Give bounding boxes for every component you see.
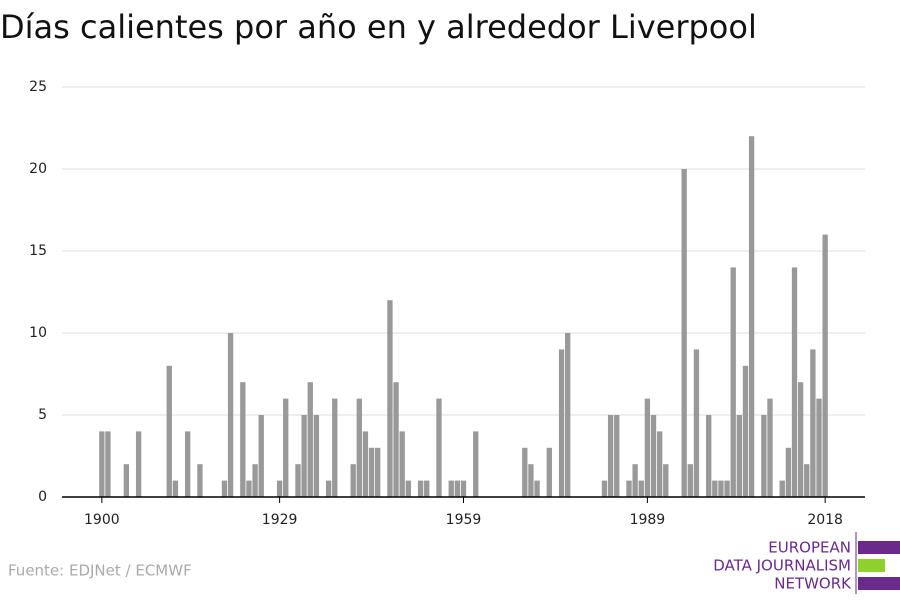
- bar: [454, 480, 461, 497]
- bar: [614, 415, 620, 497]
- bar: [822, 234, 828, 497]
- bar: [528, 464, 534, 497]
- bar: [681, 169, 687, 497]
- bar: [313, 415, 320, 497]
- y-tick-label: 0: [38, 489, 47, 505]
- x-tick-label: 2018: [807, 512, 843, 528]
- bar: [227, 333, 234, 497]
- source: Fuente: EDJNet / ECMWF: [8, 562, 192, 580]
- bar: [632, 464, 638, 497]
- bar: [448, 480, 454, 497]
- y-tick-label: 10: [29, 325, 47, 341]
- bar: [252, 464, 258, 497]
- bar: [166, 365, 172, 497]
- bar: [607, 415, 614, 497]
- bar: [748, 136, 755, 497]
- bar: [718, 480, 724, 497]
- bar: [307, 382, 313, 497]
- bar: [761, 415, 767, 497]
- logo-text: DATA JOURNALISM: [713, 557, 851, 575]
- bar: [393, 382, 399, 497]
- bar: [221, 480, 228, 497]
- bar: [626, 480, 632, 497]
- bar: [804, 464, 810, 497]
- bar: [706, 415, 712, 497]
- bar: [356, 398, 362, 497]
- bar: [693, 349, 700, 497]
- bar: [650, 415, 657, 497]
- bar: [797, 382, 804, 497]
- x-tick-label: 1900: [84, 512, 120, 528]
- bar: [810, 349, 816, 497]
- bar: [601, 480, 608, 497]
- y-tick-label: 5: [38, 407, 47, 423]
- bar: [399, 431, 405, 497]
- logo-bar: [858, 541, 900, 554]
- bar: [460, 480, 467, 497]
- bar: [325, 480, 332, 497]
- bar: [742, 365, 749, 497]
- bar: [724, 480, 730, 497]
- logo-text: NETWORK: [774, 575, 852, 593]
- bar: [712, 480, 718, 497]
- y-tick-label: 20: [29, 161, 47, 177]
- bar: [283, 398, 289, 497]
- bar: [295, 464, 301, 497]
- bar: [687, 464, 693, 497]
- bar: [301, 415, 307, 497]
- logo-bar: [858, 559, 885, 572]
- x-tick-label: 1959: [446, 512, 482, 528]
- logo-text: EUROPEAN: [768, 539, 851, 557]
- bar: [736, 415, 743, 497]
- bar: [730, 267, 736, 497]
- bar: [405, 480, 411, 497]
- bar: [197, 464, 203, 497]
- bar: [387, 300, 393, 497]
- chart-title: Días calientes por año en y alrededor Li…: [0, 8, 757, 46]
- bar: [123, 464, 130, 497]
- bar: [534, 480, 540, 497]
- logo-bar: [858, 577, 900, 590]
- bar: [565, 333, 571, 497]
- bar: [522, 447, 528, 497]
- y-tick-label: 15: [29, 243, 47, 259]
- x-tick-label: 1929: [262, 512, 298, 528]
- bar: [240, 382, 246, 497]
- bar: [350, 464, 356, 497]
- bar: [656, 431, 663, 497]
- bar: [332, 398, 338, 497]
- bar: [105, 431, 111, 497]
- bar: [816, 398, 822, 497]
- bar: [276, 480, 283, 497]
- bar: [546, 447, 552, 497]
- bar: [767, 398, 773, 497]
- bar: [135, 431, 142, 497]
- bar: [644, 398, 651, 497]
- bar: [785, 447, 792, 497]
- bar: [417, 480, 424, 497]
- bar: [172, 480, 179, 497]
- bar: [368, 447, 375, 497]
- bar: [663, 464, 669, 497]
- y-tick-label: 25: [29, 79, 47, 95]
- bar: [638, 480, 644, 497]
- bar: [473, 431, 479, 497]
- bar: [779, 480, 785, 497]
- bar: [258, 415, 264, 497]
- bar: [375, 447, 381, 497]
- x-tick-label: 1989: [630, 512, 666, 528]
- bar: [99, 431, 105, 497]
- bar: [424, 480, 430, 497]
- bar: [436, 398, 442, 497]
- bar: [246, 480, 252, 497]
- bar: [184, 431, 191, 497]
- bar: [791, 267, 798, 497]
- bar: [362, 431, 369, 497]
- bar: [558, 349, 565, 497]
